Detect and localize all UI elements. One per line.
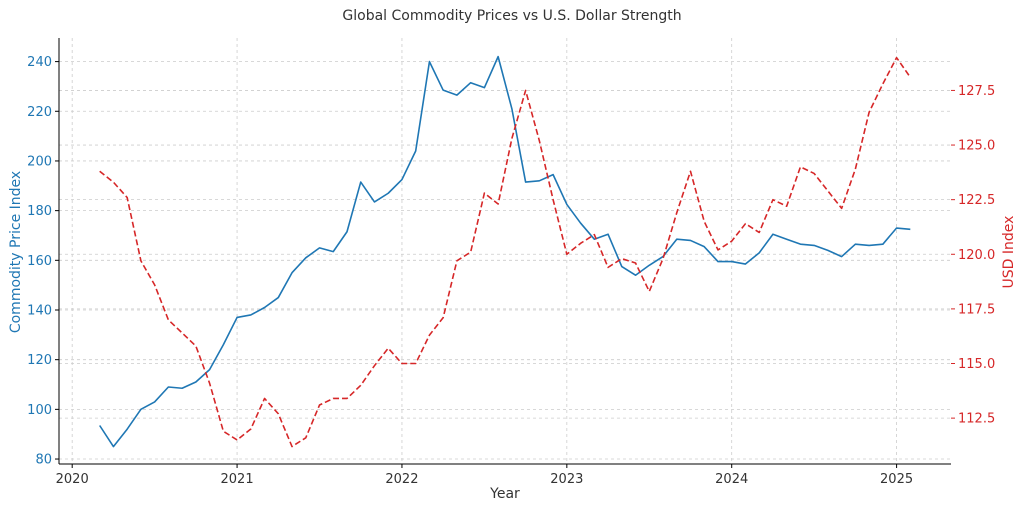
- left-tick-label: 240: [27, 55, 52, 70]
- x-tick-label: 2022: [385, 472, 418, 487]
- right-tick-label: 112.5: [958, 412, 995, 427]
- ticks-layer: 2020 2021 2022 2023 2024 2025 80 100 120 140 160 18…: [27, 55, 995, 487]
- right-tick-label: 127.5: [958, 84, 995, 99]
- series-layer: [99, 55, 911, 448]
- left-tick-label: 120: [27, 353, 52, 368]
- left-tick-label: 80: [35, 453, 52, 468]
- x-axis-label: Year: [489, 486, 520, 502]
- left-tick-label: 160: [27, 254, 52, 269]
- right-tick-label: 115.0: [958, 357, 995, 372]
- x-tick-label: 2024: [715, 472, 748, 487]
- right-tick-label: 125.0: [958, 139, 995, 154]
- chart-title: Global Commodity Prices vs U.S. Dollar S…: [342, 8, 681, 24]
- x-tick-label: 2023: [550, 472, 583, 487]
- x-tick-label: 2020: [56, 472, 89, 487]
- right-tick-label: 122.5: [958, 193, 995, 208]
- left-tick-label: 100: [27, 403, 52, 418]
- x-tick-label: 2025: [880, 472, 913, 487]
- left-tick-label: 200: [27, 154, 52, 169]
- right-tick-label: 120.0: [958, 248, 995, 263]
- x-tick-label: 2021: [221, 472, 254, 487]
- usd-index-line: [99, 56, 911, 448]
- grid-layer: [59, 38, 951, 464]
- right-axis-label: USD Index: [1001, 216, 1017, 289]
- left-tick-label: 140: [27, 303, 52, 318]
- commodity-price-line: [99, 55, 911, 448]
- axes-layer: [58, 38, 951, 465]
- left-tick-label: 180: [27, 204, 52, 219]
- left-tick-label: 220: [27, 105, 52, 120]
- left-axis-label: Commodity Price Index: [8, 171, 24, 333]
- right-tick-label: 117.5: [958, 302, 995, 317]
